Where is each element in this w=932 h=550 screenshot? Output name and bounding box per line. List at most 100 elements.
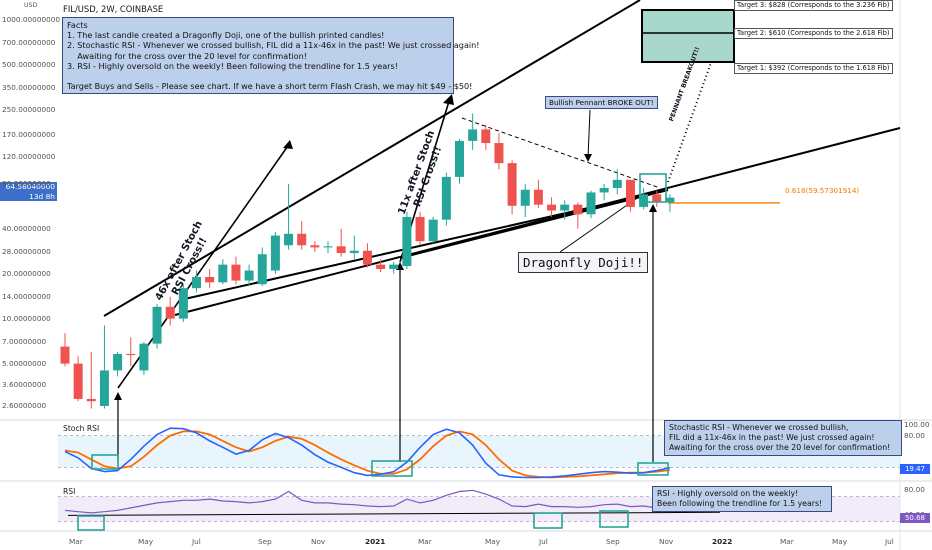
time-tick-label: Jul xyxy=(539,537,548,546)
candle-body xyxy=(218,264,228,283)
candle-body xyxy=(455,140,464,177)
candle-body xyxy=(665,197,675,203)
candle-body xyxy=(99,370,109,406)
candle-body xyxy=(73,363,83,399)
candle-body xyxy=(586,192,596,215)
candle-body xyxy=(547,204,557,211)
fib-label: 0.618(59.57301914) xyxy=(785,186,860,195)
target-1-label[interactable]: Target 1: $392 (Corresponds to the 1.618… xyxy=(734,63,893,74)
candlestick-series xyxy=(60,113,675,409)
candle-body xyxy=(284,233,294,246)
last-price-value: 64.58040000 xyxy=(5,182,55,191)
rsi-note-line: RSI - Highly oversold on the weekly! xyxy=(657,489,799,498)
facts-line: Facts xyxy=(67,20,88,30)
facts-line: 2. Stochastic RSI - Whenever we crossed … xyxy=(67,40,480,51)
stoch-cross-box xyxy=(91,454,119,470)
stoch-note-line: Stochastic RSI - Whenever we crossed bul… xyxy=(669,423,849,432)
candle-body xyxy=(533,189,543,205)
stoch-note-line: FIL did a 11x-46x in the past! We just c… xyxy=(669,433,875,442)
time-tick-label: Mar xyxy=(69,537,83,546)
arrow-head xyxy=(443,94,454,105)
target-2-label[interactable]: Target 2: $610 (Corresponds to the 2.618… xyxy=(734,28,893,39)
price-tick-label: 350.00000000 xyxy=(2,83,56,93)
time-tick-label: 2021 xyxy=(365,537,386,546)
candle-body xyxy=(599,187,609,193)
candle-body xyxy=(468,129,478,141)
price-tick-label: 40.00000000 xyxy=(2,223,51,233)
rsi-note[interactable]: RSI - Highly oversold on the weekly! Bee… xyxy=(652,486,832,512)
candle-body xyxy=(376,264,386,270)
wedge-upper-trendline xyxy=(174,127,901,316)
stoch-rsi-note[interactable]: Stochastic RSI - Whenever we crossed bul… xyxy=(664,420,902,456)
time-tick-label: Mar xyxy=(780,537,794,546)
arrow-head xyxy=(114,392,122,400)
stoch-last-value: 19.47 xyxy=(900,464,930,474)
stoch-cross-box xyxy=(637,462,669,476)
candle-body xyxy=(165,306,175,319)
currency-label: USD xyxy=(24,2,38,9)
rsi-pane xyxy=(64,489,721,516)
pennant-callout[interactable]: Bullish Pennant BROKE OUT! xyxy=(545,96,658,109)
price-tick-label: 80.00000000 xyxy=(2,178,51,188)
candle-body xyxy=(652,194,662,203)
rsi-last-value: 50.68 xyxy=(900,513,930,523)
stoch-rsi-title: Stoch RSI xyxy=(63,424,100,433)
arrow-head xyxy=(649,204,657,212)
candle-body xyxy=(639,194,649,207)
time-tick-label: Jul xyxy=(192,537,201,546)
pennant-pointer xyxy=(587,109,591,159)
arrow-head xyxy=(584,154,592,162)
price-tick-label: 5.00000000 xyxy=(2,358,47,368)
target-3-label[interactable]: Target 3: $828 (Corresponds to the 3.236… xyxy=(734,0,893,11)
pennant-top-line xyxy=(461,117,661,189)
candle-body xyxy=(428,219,438,242)
price-tick-label: 2.60000000 xyxy=(2,401,47,410)
rsi-tick-label: 80.00 xyxy=(904,485,925,495)
price-tick-label: 14.00000000 xyxy=(2,291,51,301)
rsi-line xyxy=(64,489,670,514)
stoch-rsi-pane xyxy=(64,427,671,479)
arrow-head xyxy=(283,140,293,149)
facts-line: Target Buys and Sells - Please see chart… xyxy=(67,81,473,92)
facts-line: 1. The last candle created a Dragonfly D… xyxy=(67,30,385,41)
stoch-tick-label: 100.00 xyxy=(904,420,930,429)
candle-body xyxy=(126,353,136,356)
candle-body xyxy=(520,189,530,206)
candle-body xyxy=(573,204,583,215)
rsi-note-line: Been following the trendline for 1.5 yea… xyxy=(657,499,823,508)
price-tick-label: 1000.00000000 xyxy=(2,15,61,24)
candle-body xyxy=(297,233,307,246)
rsi-trendline xyxy=(67,511,721,516)
stoch-cross-box xyxy=(371,460,413,477)
price-tick-label: 28.00000000 xyxy=(2,246,51,256)
facts-note[interactable]: Facts 1. The last candle created a Drago… xyxy=(62,17,480,95)
candle-body xyxy=(60,346,70,364)
candle-body xyxy=(113,353,123,371)
candle-body xyxy=(625,179,635,207)
candle-body xyxy=(86,398,96,402)
candle-body xyxy=(612,179,622,188)
price-tick-label: 170.00000000 xyxy=(2,129,56,139)
candle-body xyxy=(152,306,162,344)
candle-body xyxy=(362,250,372,265)
price-tick-label: 120.00000000 xyxy=(2,152,56,162)
candle-body xyxy=(415,216,425,242)
stoch-d-line xyxy=(64,430,671,479)
symbol-title[interactable]: FIL/USD, 2W, COINBASE xyxy=(63,4,164,14)
time-tick-label: Nov xyxy=(311,537,326,546)
time-tick-label: Sep xyxy=(258,537,272,546)
rsi-touch-box xyxy=(599,510,629,528)
candle-body xyxy=(481,129,491,144)
current-candle-box xyxy=(639,173,667,203)
candle-body xyxy=(389,264,399,270)
candle-countdown: 13d 8h xyxy=(29,191,55,201)
candle-body xyxy=(560,204,570,211)
candle-body xyxy=(507,163,517,206)
support-trendline xyxy=(399,189,669,259)
candle-body xyxy=(257,254,267,285)
facts-line xyxy=(67,71,449,81)
price-tick-label: 7.00000000 xyxy=(2,336,47,346)
doji-callout[interactable]: Dragonfly Doji!! xyxy=(518,252,649,273)
price-tick-label: 700.00000000 xyxy=(2,38,56,48)
target-zone xyxy=(641,9,735,63)
